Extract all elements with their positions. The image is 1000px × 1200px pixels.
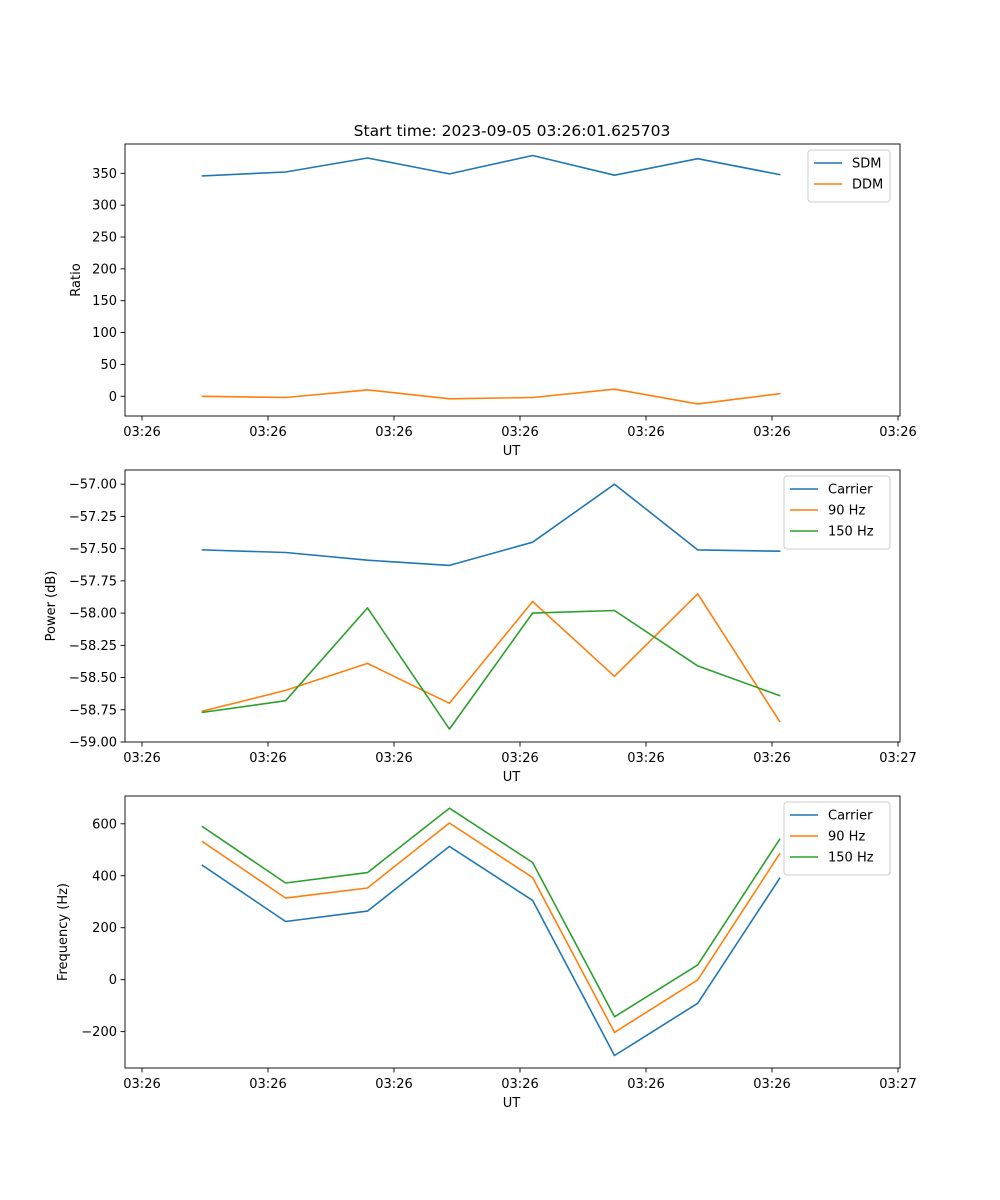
y-tick-label: 200 [92,262,117,277]
y-tick-label: 200 [92,921,117,936]
y-tick-label: 600 [92,817,117,832]
x-tick-label: 03:26 [123,751,160,766]
x-tick-label: 03:26 [123,1077,160,1092]
x-tick-label: 03:26 [123,425,160,440]
legend-label: Carrier [828,483,873,498]
x-tick-label: 03:27 [879,1077,916,1092]
x-tick-label: 03:26 [249,1077,286,1092]
x-tick-label: 03:26 [375,1077,412,1092]
panel-1: 03:26 03:26 03:26 03:26 03:26 03:26 03:26 0 50 10… [69,143,917,459]
legend: Carrier 90 Hz 150 Hz [783,475,891,550]
y-tick-label: 0 [109,390,117,405]
panel-3: 03:26 03:26 03:26 03:26 03:26 03:26 03:27 −200 0… [56,795,917,1111]
x-axis-label: UT [503,1096,521,1111]
axes-frame [124,469,901,743]
legend-label: 90 Hz [828,830,865,845]
legend: SDM DDM [807,149,891,203]
x-tick-label: 03:26 [879,425,916,440]
legend: Carrier 90 Hz 150 Hz [783,801,891,876]
x-tick-label: 03:26 [501,1077,538,1092]
y-tick-label: −57.25 [69,510,117,525]
x-axis-label: UT [503,444,521,459]
y-tick-label: 100 [92,326,117,341]
x-tick-label: 03:26 [375,751,412,766]
x-tick-label: 03:27 [879,751,916,766]
y-tick-label: −200 [81,1025,117,1040]
x-tick-label: 03:26 [501,425,538,440]
y-tick-label: −58.75 [69,703,117,718]
y-tick-label: −58.50 [69,671,117,686]
x-tick-label: 03:26 [375,425,412,440]
series-line-carrier [201,483,781,567]
y-axis-label: Frequency (Hz) [56,883,71,981]
y-tick-label: 0 [109,973,117,988]
y-axis-label: Power (dB) [44,571,59,642]
x-tick-label: 03:26 [627,751,664,766]
legend-label: 150 Hz [828,525,874,540]
x-tick-label: 03:26 [249,751,286,766]
axes-frame [124,795,901,1069]
y-tick-label: −58.25 [69,639,117,654]
x-tick-label: 03:26 [627,425,664,440]
x-tick-label: 03:26 [753,425,790,440]
y-tick-label: 350 [92,167,117,182]
legend-label: 150 Hz [828,851,874,866]
y-tick-label: 300 [92,199,117,214]
y-tick-label: 250 [92,231,117,246]
y-tick-label: −57.75 [69,574,117,589]
chart-title: Start time: 2023-09-05 03:26:01.625703 [354,122,671,140]
y-tick-label: 400 [92,869,117,884]
panel-2: 03:26 03:26 03:26 03:26 03:26 03:26 03:27 −59.0… [44,469,917,785]
legend-label: DDM [852,178,883,193]
x-tick-label: 03:26 [501,751,538,766]
series-line-90-hz [201,822,781,1034]
x-tick-label: 03:26 [249,425,286,440]
legend-label: 90 Hz [828,504,865,519]
x-tick-label: 03:26 [753,1077,790,1092]
axes-frame [124,143,901,417]
x-tick-label: 03:26 [753,751,790,766]
y-tick-label: −58.00 [69,607,117,622]
y-axis-label: Ratio [69,263,84,296]
series-line-150-hz [201,807,781,1018]
y-tick-label: −59.00 [69,736,117,751]
y-tick-label: 50 [100,358,117,373]
panels: 03:26 03:26 03:26 03:26 03:26 03:26 03:26 0 50 10… [44,143,917,1111]
x-axis-label: UT [503,770,521,785]
series-line-sdm [201,154,781,177]
series-line-ddm [201,388,781,405]
series-line-150-hz [201,607,781,730]
y-tick-label: −57.00 [69,478,117,493]
x-tick-label: 03:26 [627,1077,664,1092]
legend-label: SDM [852,157,881,172]
y-tick-label: −57.50 [69,542,117,557]
series-line-carrier [201,845,781,1057]
legend-label: Carrier [828,809,873,824]
y-tick-label: 150 [92,294,117,309]
